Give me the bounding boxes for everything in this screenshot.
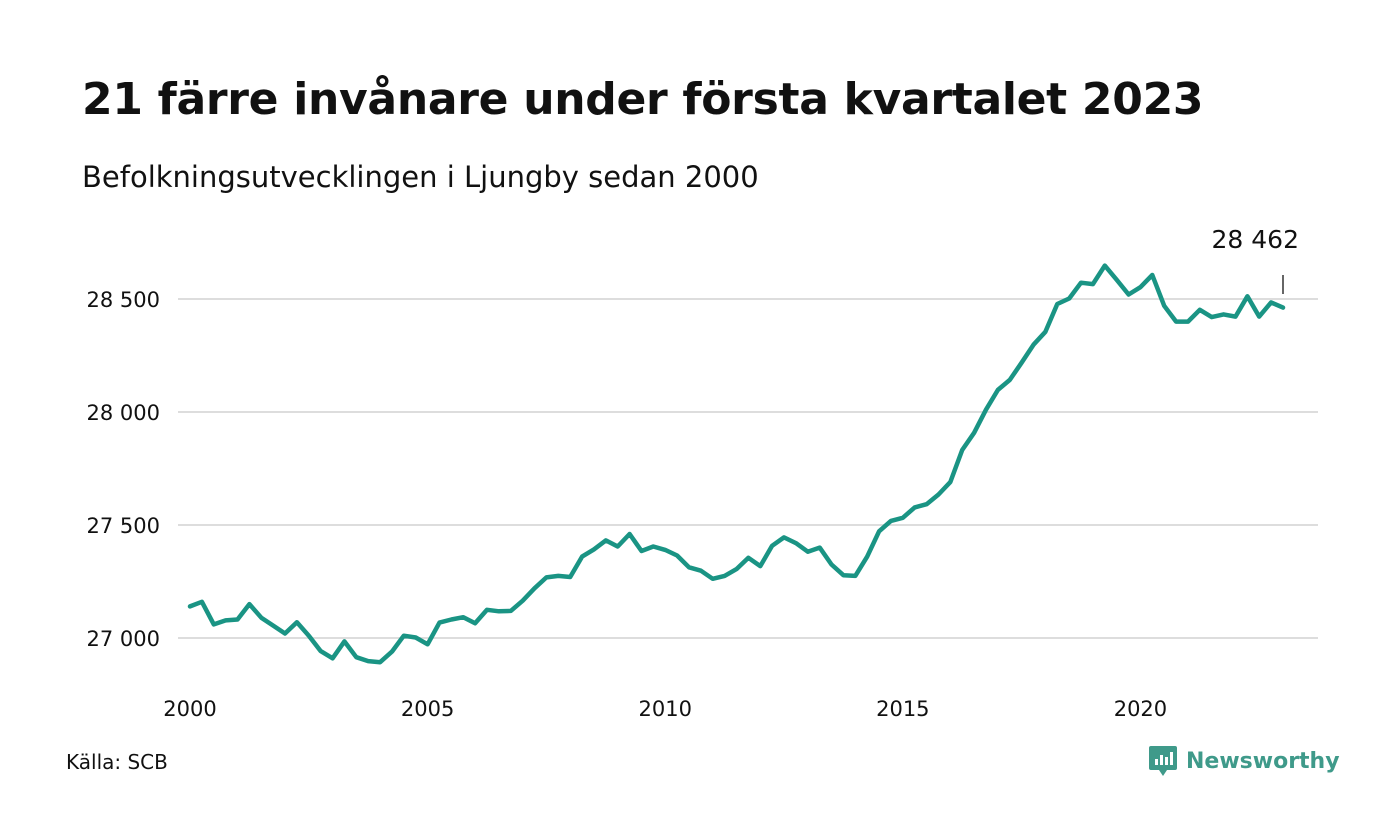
brand-name: Newsworthy <box>1186 748 1340 774</box>
x-tick-label: 2015 <box>876 697 929 721</box>
y-tick-label: 27 500 <box>87 514 160 538</box>
y-tick-label: 28 500 <box>87 288 160 312</box>
gridlines <box>178 298 1318 639</box>
chart-subtitle: Befolkningsutvecklingen i Ljungby sedan … <box>82 160 759 194</box>
annotation-label: 28 462 <box>1212 225 1299 254</box>
y-tick-label: 27 000 <box>87 627 160 651</box>
newsworthy-logo-icon <box>1149 746 1177 776</box>
y-axis-labels: 27 000 27 500 28 000 28 500 <box>87 288 160 651</box>
population-line <box>187 263 1286 665</box>
x-tick-label: 2010 <box>638 697 691 721</box>
latest-value-annotation: 28 462 <box>1212 225 1299 294</box>
chart-title: 21 färre invånare under första kvartalet… <box>82 74 1204 125</box>
brand-logo: Newsworthy <box>1148 744 1340 778</box>
y-tick-label: 28 000 <box>87 401 160 425</box>
x-tick-label: 2000 <box>163 697 216 721</box>
source-note: Källa: SCB <box>66 750 168 774</box>
x-tick-label: 2020 <box>1114 697 1167 721</box>
x-axis-labels: 2000 2005 2010 2015 2020 <box>163 697 1167 721</box>
x-tick-label: 2005 <box>401 697 454 721</box>
